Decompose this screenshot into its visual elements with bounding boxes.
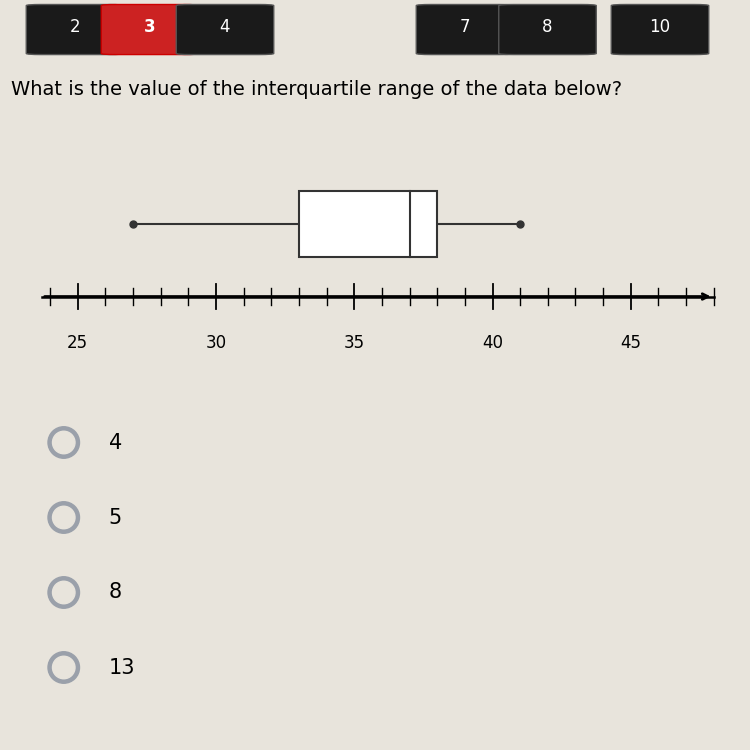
Text: 7: 7 <box>460 18 470 36</box>
Text: 8: 8 <box>542 18 553 36</box>
FancyBboxPatch shape <box>176 4 274 55</box>
Circle shape <box>48 652 80 683</box>
Bar <box>299 190 437 257</box>
Circle shape <box>53 431 75 454</box>
Text: 30: 30 <box>206 334 226 352</box>
Circle shape <box>53 506 75 529</box>
Text: 8: 8 <box>109 583 122 602</box>
FancyBboxPatch shape <box>26 4 124 55</box>
Circle shape <box>48 427 80 458</box>
FancyBboxPatch shape <box>101 4 199 55</box>
Text: 35: 35 <box>344 334 364 352</box>
Text: 5: 5 <box>109 508 122 527</box>
Text: What is the value of the interquartile range of the data below?: What is the value of the interquartile r… <box>11 80 622 99</box>
Circle shape <box>53 656 75 679</box>
Text: 45: 45 <box>620 334 641 352</box>
Text: 4: 4 <box>109 433 122 452</box>
Text: 13: 13 <box>109 658 135 677</box>
Circle shape <box>48 502 80 533</box>
Text: 10: 10 <box>650 18 670 36</box>
Text: 25: 25 <box>68 334 88 352</box>
Text: 3: 3 <box>144 18 156 36</box>
Circle shape <box>53 581 75 604</box>
FancyBboxPatch shape <box>499 4 596 55</box>
Text: 2: 2 <box>70 18 80 36</box>
FancyBboxPatch shape <box>416 4 514 55</box>
Circle shape <box>48 577 80 608</box>
Text: 40: 40 <box>482 334 503 352</box>
Text: 4: 4 <box>220 18 230 36</box>
FancyBboxPatch shape <box>611 4 709 55</box>
